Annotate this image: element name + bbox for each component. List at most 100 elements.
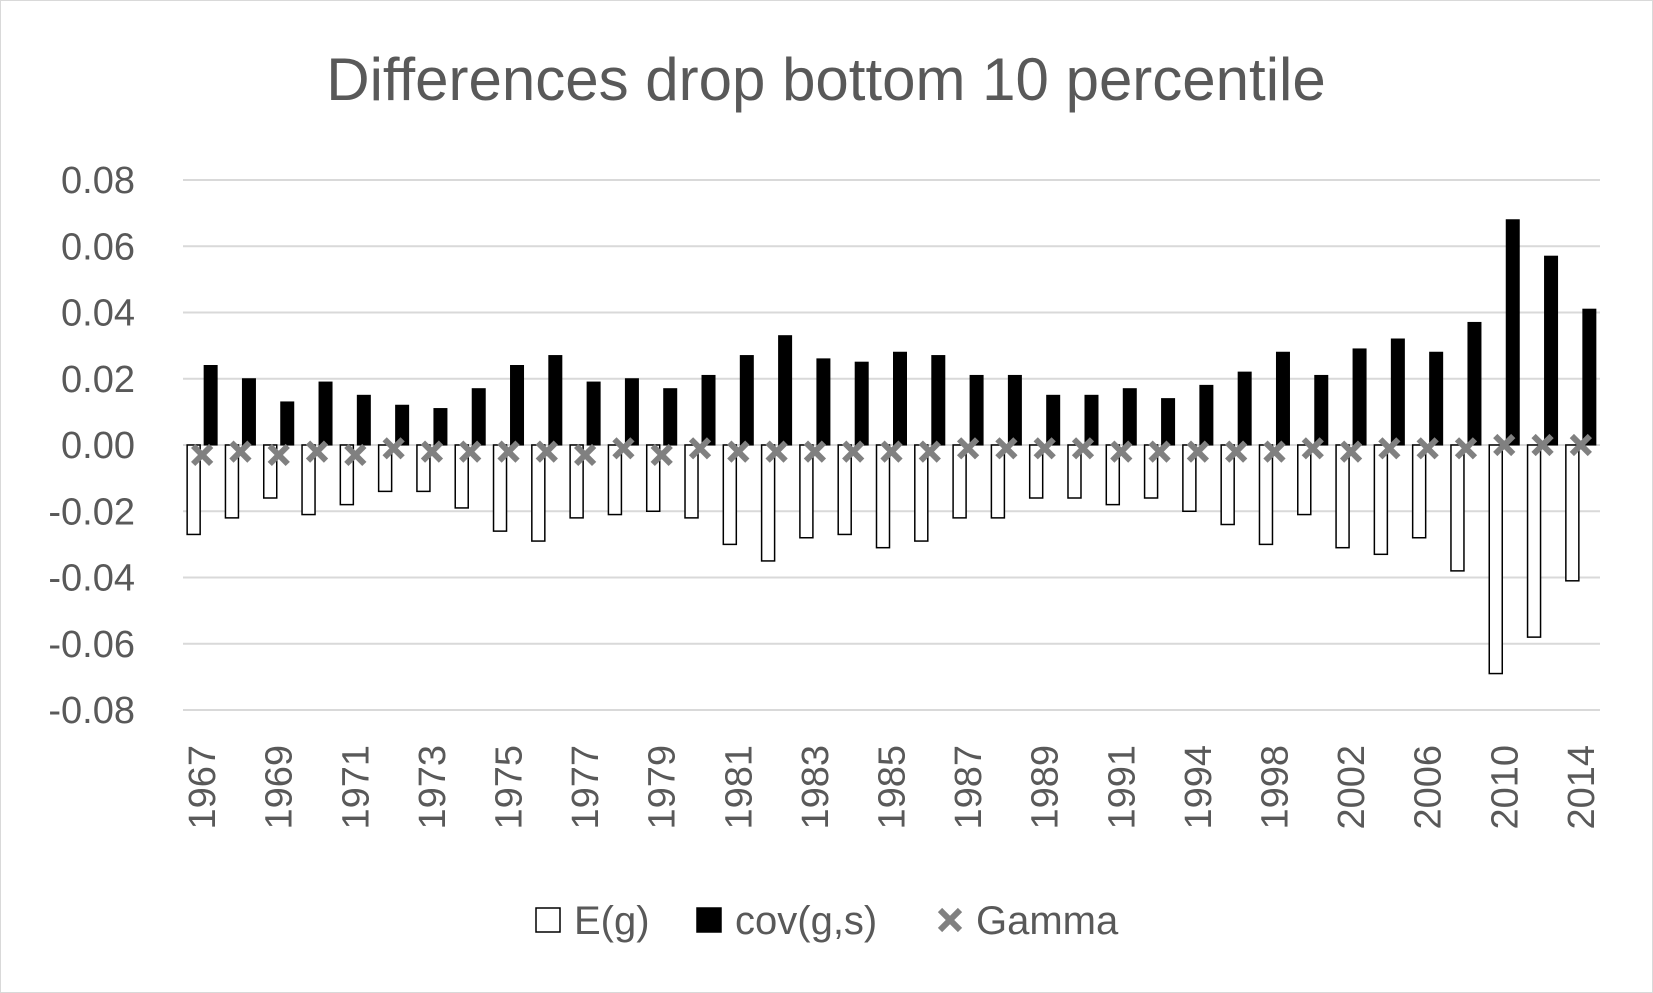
bar-e-g [1411,444,1427,539]
gamma-marker [1339,440,1363,463]
x-tick-label: 1987 [948,745,990,830]
legend-swatch-gamma [937,907,963,933]
gamma-marker [1454,437,1478,460]
bar-e-g [607,444,623,516]
bar-cov-g-s [586,381,601,446]
grid-lines [183,179,1600,711]
bar-e-g [1565,444,1580,582]
bar-e-g [1067,444,1082,499]
gamma-marker [918,440,941,463]
gamma-marker [344,443,367,467]
bar-e-g [1450,444,1465,572]
gamma-marker [1263,440,1286,463]
gamma-marker [229,440,252,463]
gamma-marker [1301,437,1324,460]
bar-cov-g-s [1161,398,1176,446]
legend-label: cov(g,s) [735,899,877,943]
x-tick-label: 1991 [1101,745,1143,830]
bar-e-g [186,444,201,536]
bar-cov-g-s [1007,374,1022,446]
bar-e-g [1488,444,1504,675]
bar-cov-g-s [471,388,486,446]
bar-cov-g-s [701,374,716,446]
gamma-marker [1225,440,1248,463]
bar-cov-g-s [1352,348,1367,446]
legend-swatch [696,907,722,933]
gamma-marker [574,443,597,467]
bar-cov-g-s [395,404,410,446]
x-tick-label: 1977 [565,745,607,830]
gamma-marker [650,443,673,467]
y-tick-label: -0.08 [48,690,135,732]
x-tick-label: 1989 [1025,745,1067,830]
bar-cov-g-s [1505,219,1520,446]
gamma-marker [459,440,482,463]
bar-cov-g-s [1544,255,1559,446]
bar-cov-g-s [969,374,984,446]
legend-label: E(g) [574,899,650,943]
gamma-marker [1416,437,1439,460]
y-tick-label: -0.06 [48,624,135,666]
x-tick-label: 2006 [1408,745,1450,830]
gamma-marker [688,437,712,460]
gamma-marker [612,437,635,460]
bar-cov-g-s [1467,321,1482,446]
bar-e-g [1028,444,1044,499]
x-tick-label: 1971 [335,745,377,830]
y-tick-label: -0.02 [48,491,135,533]
gamma-marker [765,440,788,463]
bar-cov-g-s [663,388,678,446]
gamma-marker [1493,433,1516,457]
x-tick-label: 2002 [1331,745,1373,830]
x-tick-label: 1969 [259,745,301,830]
bar-cov-g-s [241,378,256,446]
bar-cov-g-s [854,361,869,446]
x-tick-label: 1973 [412,745,454,830]
bar-e-g [1297,444,1312,516]
gamma-marker [1033,437,1056,460]
gamma-marker [305,440,329,463]
x-tick-label: 1994 [1178,745,1220,830]
bar-cov-g-s [510,365,525,446]
x-tick-label: 1975 [489,745,531,830]
bar-cov-g-s [1314,374,1329,446]
x-axis: 1967 1969 1971 1973 1975 1977 1979 1981 1983 1985… [182,745,1603,830]
legend-item: E(g) [535,899,650,943]
bar-cov-g-s [778,335,793,446]
gamma-marker [420,440,444,463]
bar-cov-g-s [1390,338,1405,446]
bar-cov-g-s [1582,308,1597,446]
gamma-marker [727,440,750,463]
x-tick-label: 1985 [872,745,914,830]
bar-cov-g-s [548,355,563,446]
x-tick-label: 1981 [718,745,760,830]
bar-cov-g-s [624,378,639,446]
bar-cov-g-s [893,351,907,446]
y-tick-label: 0.08 [61,160,135,202]
x-tick-label: 2010 [1484,745,1526,830]
bar-cov-g-s [1275,351,1290,446]
x-tick-label: 1998 [1254,745,1296,830]
bar-cov-g-s [816,358,831,446]
bar-cov-g-s [356,394,371,446]
bar-cov-g-s [280,401,295,446]
gamma-marker [382,437,405,460]
gamma-marker [803,440,827,463]
gamma-marker [995,437,1018,460]
bar-cov-g-s [1199,384,1214,446]
gamma-marker [1148,440,1171,463]
legend: E(g) cov(g,s) Gamma [535,899,1119,943]
gamma-marker [842,440,865,463]
bar-e-g [1526,444,1542,638]
bar-e-g [1373,444,1389,556]
gamma-marker [191,443,214,467]
bar-cov-g-s [739,355,754,446]
bar-cov-g-s [1084,394,1099,446]
bar-e-g [760,444,776,562]
bar-e-g [990,444,1006,519]
y-tick-label: 0.00 [61,425,135,467]
gamma-markers [191,433,1592,467]
gamma-marker [880,440,903,463]
y-tick-label: 0.02 [61,359,135,401]
